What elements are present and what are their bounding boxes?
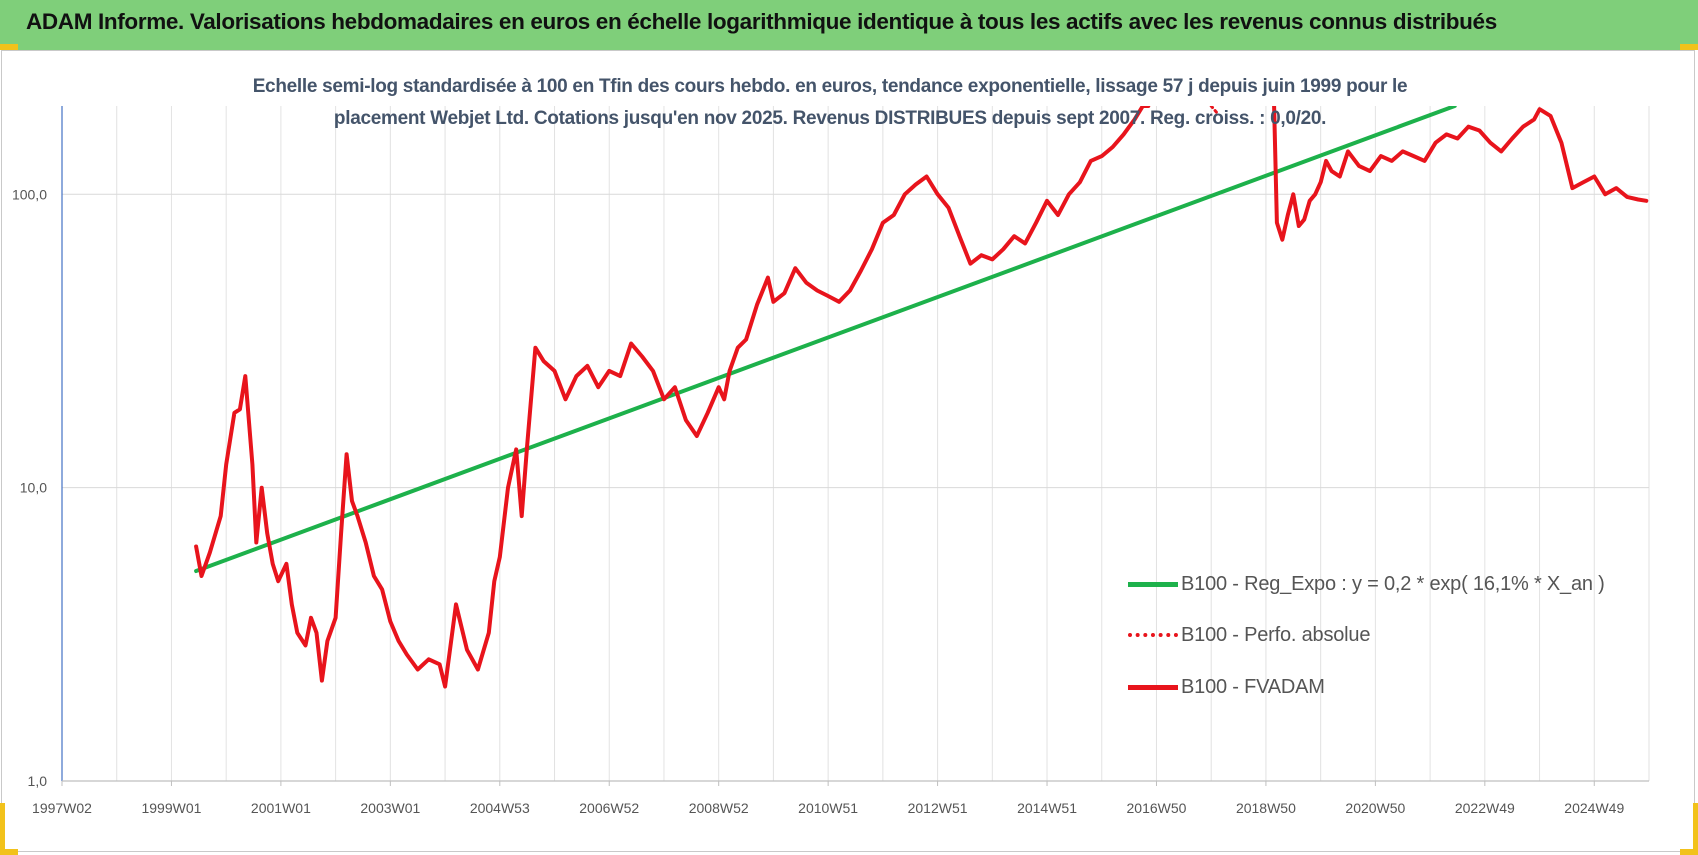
x-tick-label: 2010W51 xyxy=(798,800,858,816)
y-tick-label: 10,0 xyxy=(20,480,47,496)
legend-item-regression: B100 - Reg_Expo : y = 0,2 * exp( 16,1% *… xyxy=(1128,569,1605,599)
x-tick-label: 2008W52 xyxy=(689,800,749,816)
series-line-fvadam-segment xyxy=(1272,106,1649,242)
legend-swatch-fvadam xyxy=(1128,684,1178,690)
title-banner: ADAM Informe. Valorisations hebdomadaire… xyxy=(0,0,1698,50)
x-tick-label: 1997W02 xyxy=(32,800,92,816)
x-tick-label: 2020W50 xyxy=(1345,800,1405,816)
legend-label-fvadam: B100 - FVADAM xyxy=(1181,675,1325,698)
chart-title-line-1: Echelle semi-log standardisée à 100 en T… xyxy=(252,76,1408,97)
x-tick-label: 2003W01 xyxy=(360,800,420,816)
series-line-perfo-absolue xyxy=(1209,106,1219,114)
series-line-fvadam xyxy=(194,106,1151,689)
x-tick-label: 2022W49 xyxy=(1455,800,1515,816)
x-tick-label: 2018W50 xyxy=(1236,800,1296,816)
x-tick-label: 2006W52 xyxy=(579,800,639,816)
x-tick-label: 2014W51 xyxy=(1017,800,1077,816)
corner-marker xyxy=(0,803,5,855)
x-tick-label: 2004W53 xyxy=(470,800,530,816)
x-tick-label: 1999W01 xyxy=(141,800,201,816)
chart-title-line-2: placement Webjet Ltd. Cotations jusqu'en… xyxy=(333,108,1327,129)
legend-swatch-perfo-absolue xyxy=(1128,633,1178,637)
legend-swatch-regression xyxy=(1128,581,1178,587)
corner-marker xyxy=(0,44,18,50)
x-tick-label: 2001W01 xyxy=(251,800,311,816)
chart-frame xyxy=(1,50,1695,852)
legend-item-perfo-absolue: B100 - Perfo. absolue xyxy=(1128,620,1370,650)
corner-marker xyxy=(1693,803,1698,855)
report-title: ADAM Informe. Valorisations hebdomadaire… xyxy=(26,9,1497,34)
x-tick-label: 2016W50 xyxy=(1127,800,1187,816)
x-tick-label: 2024W49 xyxy=(1564,800,1624,816)
legend-label-perfo-absolue: B100 - Perfo. absolue xyxy=(1181,623,1371,646)
series-line-regression xyxy=(194,106,1457,573)
x-tick-label: 2012W51 xyxy=(908,800,968,816)
y-tick-label: 1,0 xyxy=(28,773,48,789)
legend-item-fvadam: B100 - FVADAM xyxy=(1128,672,1325,702)
corner-marker xyxy=(0,849,18,855)
y-tick-label: 100,0 xyxy=(12,186,47,202)
corner-marker xyxy=(1680,44,1698,50)
legend-label-regression: B100 - Reg_Expo : y = 0,2 * exp( 16,1% *… xyxy=(1181,572,1605,595)
corner-marker xyxy=(1680,849,1698,855)
